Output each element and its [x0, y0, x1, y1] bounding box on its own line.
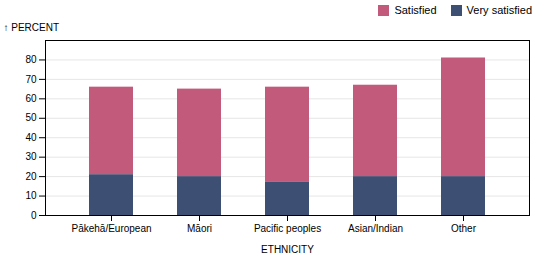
html-text:Very satisfied: Very satisfied: [466, 4, 532, 16]
svg-text:↑ PERCENT: ↑ PERCENT: [4, 22, 60, 33]
svg-text:10: 10: [25, 190, 37, 201]
svg-text:Other: Other: [451, 223, 477, 234]
svg-text:Asian/Indian: Asian/Indian: [348, 223, 403, 234]
svg-text:30: 30: [25, 151, 37, 162]
svg-text:80: 80: [25, 54, 37, 65]
html-text:Satisfied: Satisfied: [394, 4, 437, 16]
svg-text:20: 20: [25, 171, 37, 182]
svg-text:Māori: Māori: [187, 223, 212, 234]
svg-text:50: 50: [25, 112, 37, 123]
svg-text:60: 60: [25, 93, 37, 104]
svg-text:0: 0: [31, 210, 37, 221]
svg-text:70: 70: [25, 74, 37, 85]
svg-text:Pākehā/European: Pākehā/European: [71, 223, 151, 234]
svg-text:40: 40: [25, 132, 37, 143]
svg-text:Pacific peoples: Pacific peoples: [254, 223, 321, 234]
svg-text:ETHNICITY: ETHNICITY: [261, 244, 314, 255]
